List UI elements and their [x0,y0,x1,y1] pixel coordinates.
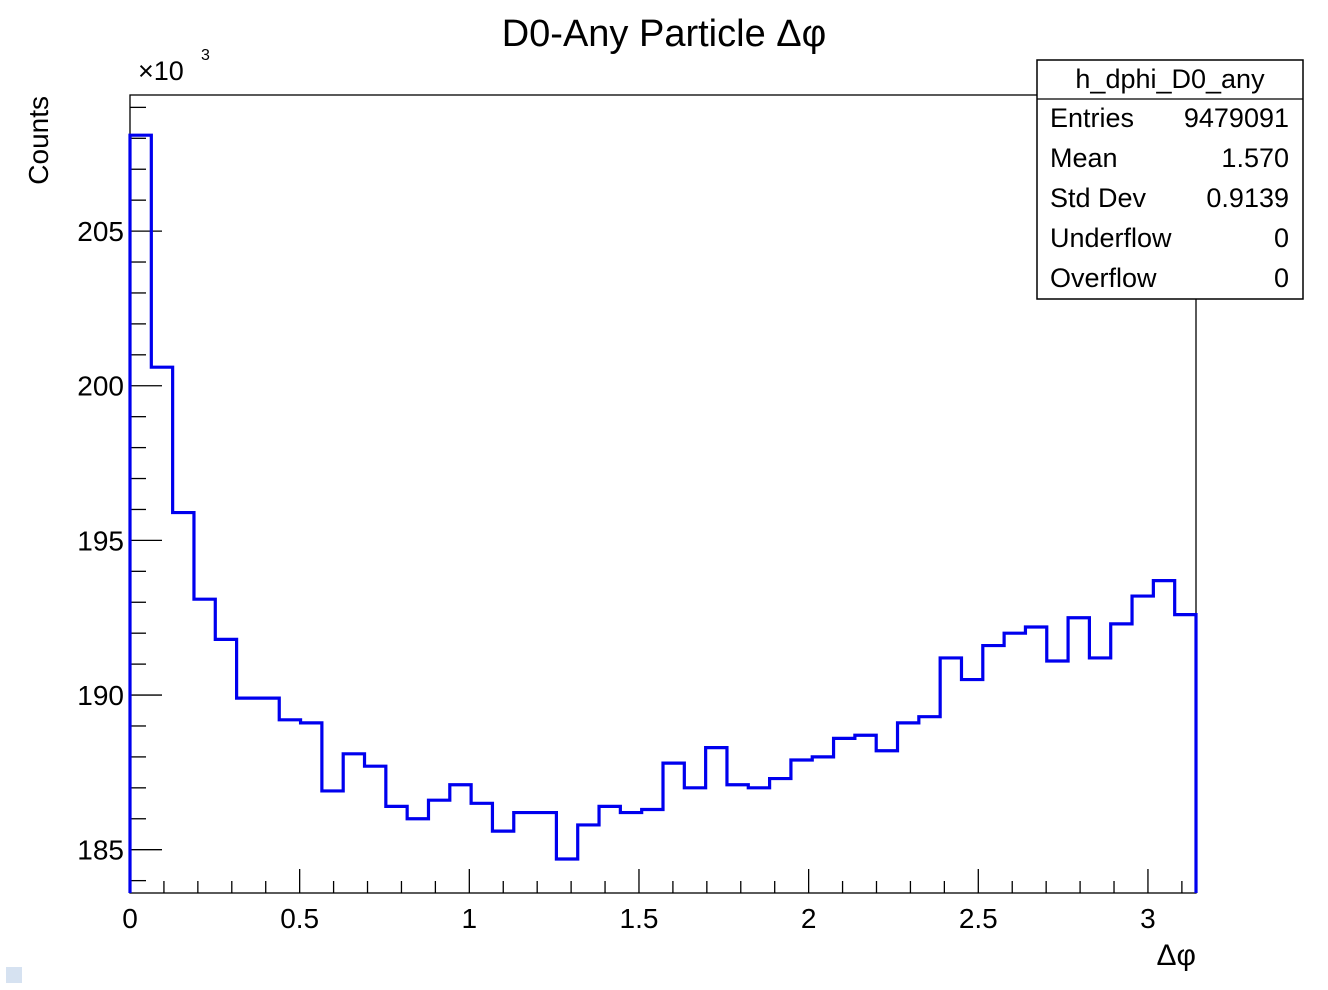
histogram-bin [365,766,386,893]
histogram-bin [471,803,492,893]
y-minor-ticks [130,106,146,882]
x-axis-label: Δφ [1157,939,1197,972]
stats-entries-label: Entries [1050,103,1134,133]
histogram-bin [706,748,727,893]
chart-title: D0-Any Particle Δφ [502,13,827,55]
y-tick-label: 205 [77,216,124,247]
x-tick-label: 0 [122,903,138,934]
histogram-bin [130,135,151,893]
stats-box-title: h_dphi_D0_any [1075,64,1265,94]
histogram-bin [492,831,513,893]
x-minor-ticks [163,881,1183,893]
stats-box-frame [1036,59,1304,300]
y-axis-label: Counts [23,96,54,185]
histogram-bin [961,680,982,893]
histogram-bin [173,513,194,893]
histogram-bin [684,788,705,893]
histogram-bin [663,763,684,893]
y-tick-label: 190 [77,680,124,711]
x-tick-labels: 0 0.5 1 1.5 2 2.5 3 [122,903,1156,934]
histogram-bin [514,813,535,893]
histogram-bin [343,754,364,893]
histogram-bin [194,599,215,893]
histogram-bin [578,825,599,893]
y-tick-label: 195 [77,525,124,556]
stats-mean-value: 1.570 [1221,143,1289,173]
histogram-bin [940,658,961,893]
stats-overflow-label: Overflow [1050,263,1157,293]
stats-overflow-value: 0 [1274,263,1289,293]
stats-stddev-value: 0.9139 [1206,183,1289,213]
histogram-bin [1068,618,1089,893]
y-tick-marks [130,230,162,851]
canvas-corner-marker [6,967,22,983]
histogram-bin [151,367,172,893]
stats-mean-label: Mean [1050,143,1118,173]
y-tick-labels: 185 190 195 200 205 [77,216,124,866]
histogram-bin [834,738,855,893]
stats-underflow-label: Underflow [1050,223,1172,253]
histogram-line [128,133,1198,893]
histogram-bin [450,785,471,893]
x-tick-label: 0.5 [280,903,319,934]
stats-entries-value: 9479091 [1184,103,1289,133]
histogram-bin [1111,624,1132,893]
stats-stddev-label: Std Dev [1050,183,1147,213]
y-tick-label: 200 [77,371,124,402]
x-tick-label: 1 [462,903,478,934]
histogram-bin [876,751,897,893]
histogram-bin [1025,627,1046,893]
histogram-bin [258,698,279,893]
histogram-bin [919,717,940,893]
y-multiplier-exponent: 3 [201,47,210,64]
histogram-bin [599,806,620,893]
x-tick-label: 3 [1140,903,1156,934]
histogram-bin [535,813,556,893]
histogram-bin [983,646,1004,893]
histogram-bin [279,720,300,893]
histogram-bin [386,806,407,893]
histogram-bin [556,859,577,893]
histogram-bin [748,788,769,893]
histogram-bin [322,791,343,893]
histogram-bin [898,723,919,893]
x-tick-label: 2 [801,903,817,934]
histogram-bin [1047,661,1068,893]
histogram-bin [407,819,428,893]
histogram-bin [237,698,258,893]
x-tick-label: 2.5 [959,903,998,934]
y-multiplier-label: ×10 [138,56,184,86]
histogram-bin [791,760,812,893]
histogram-bin [1153,581,1174,893]
histogram-bin [301,723,322,893]
histogram-bin [1175,615,1196,893]
histogram-bin [620,813,641,893]
histogram-bin [1132,596,1153,893]
histogram-bin [428,800,449,893]
stats-box: h_dphi_D0_any Entries 9479091 Mean 1.570… [1036,59,1304,300]
y-tick-label: 185 [77,835,124,866]
histogram-bin [855,735,876,893]
histogram-bin [1004,633,1025,893]
x-tick-label: 1.5 [620,903,659,934]
histogram-bin [642,809,663,893]
histogram-bin [1089,658,1110,893]
histogram-bin [727,785,748,893]
histogram-bin [812,757,833,893]
histogram-bin [215,639,236,893]
histogram-bin [770,779,791,893]
stats-underflow-value: 0 [1274,223,1289,253]
